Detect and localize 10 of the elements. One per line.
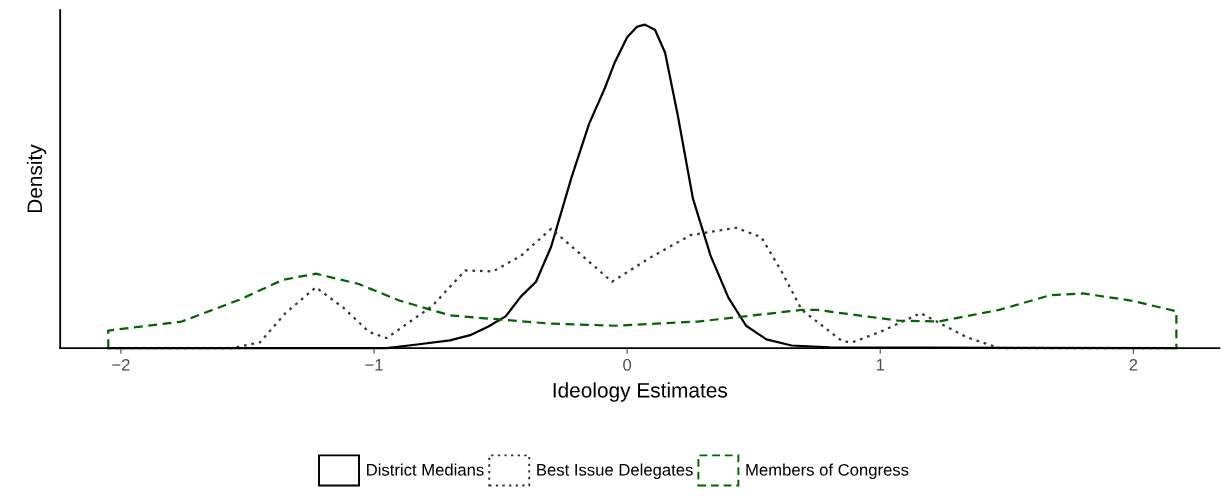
x-axis-title: Ideology Estimates [553,382,728,402]
x-tick-label: −1 [365,359,383,371]
x-tick-label: 2 [1129,358,1138,371]
x-tick-label: 1 [876,359,885,371]
y-axis-title: Density [26,144,47,213]
x-tick-label: 0 [623,358,632,371]
legend-label: District Medians [367,463,484,476]
legend-label: Best Issue Delegates [537,463,693,480]
x-tick-label: −2 [112,358,130,371]
legend-label: Members of Congress [746,463,909,480]
